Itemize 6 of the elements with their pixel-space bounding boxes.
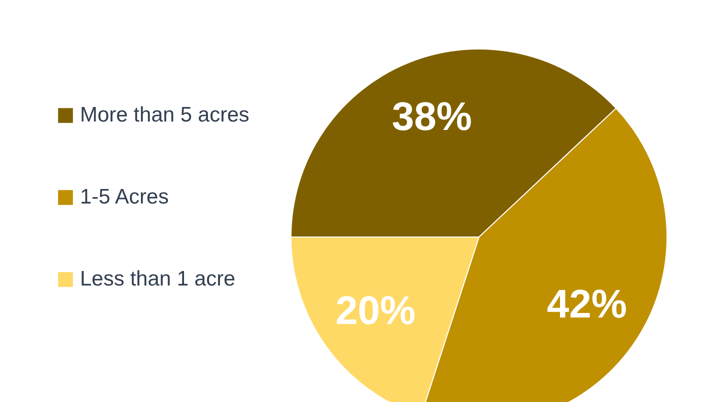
data-label: 20%	[336, 289, 416, 334]
data-label: 38%	[392, 95, 472, 140]
data-label: 42%	[546, 282, 627, 326]
legend-label: 1-5 Acres	[80, 186, 169, 208]
legend-label: Less than 1 acre	[80, 268, 236, 290]
legend-label: More than 5 acres	[80, 104, 250, 126]
